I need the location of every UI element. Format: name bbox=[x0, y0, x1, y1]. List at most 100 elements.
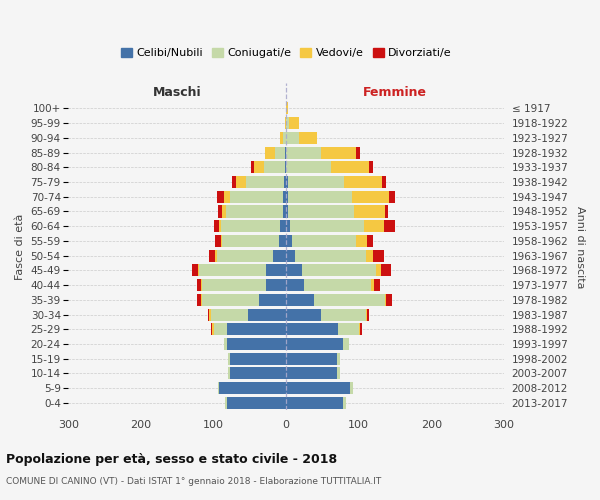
Bar bbox=[275, 146, 286, 158]
Bar bbox=[360, 323, 362, 336]
Bar bbox=[220, 382, 286, 394]
Bar bbox=[286, 264, 302, 276]
Bar bbox=[197, 264, 199, 276]
Bar bbox=[266, 264, 286, 276]
Bar bbox=[228, 368, 230, 380]
Bar bbox=[286, 235, 292, 247]
Bar bbox=[200, 279, 202, 291]
Bar bbox=[343, 338, 349, 350]
Bar bbox=[286, 117, 289, 129]
Bar bbox=[304, 279, 371, 291]
Bar bbox=[369, 161, 373, 173]
Bar bbox=[285, 161, 286, 173]
Bar bbox=[227, 397, 286, 409]
Bar bbox=[192, 264, 197, 276]
Bar bbox=[224, 190, 230, 203]
Bar bbox=[283, 190, 286, 203]
Bar bbox=[230, 190, 283, 203]
Bar bbox=[287, 190, 352, 203]
Bar bbox=[286, 176, 287, 188]
Bar bbox=[286, 146, 321, 158]
Bar bbox=[376, 264, 380, 276]
Bar bbox=[356, 235, 367, 247]
Bar bbox=[367, 235, 373, 247]
Bar bbox=[364, 220, 384, 232]
Bar bbox=[352, 190, 389, 203]
Bar bbox=[295, 250, 366, 262]
Bar bbox=[356, 146, 359, 158]
Bar bbox=[221, 235, 223, 247]
Bar bbox=[246, 176, 284, 188]
Bar bbox=[321, 146, 356, 158]
Bar bbox=[280, 220, 286, 232]
Y-axis label: Anni di nascita: Anni di nascita bbox=[575, 206, 585, 288]
Bar bbox=[314, 294, 385, 306]
Bar bbox=[355, 206, 385, 218]
Bar bbox=[286, 323, 338, 336]
Bar bbox=[200, 294, 202, 306]
Bar bbox=[259, 294, 286, 306]
Bar bbox=[359, 323, 360, 336]
Bar bbox=[286, 220, 290, 232]
Bar bbox=[389, 190, 395, 203]
Bar bbox=[208, 308, 209, 320]
Bar bbox=[225, 397, 227, 409]
Text: Popolazione per età, sesso e stato civile - 2018: Popolazione per età, sesso e stato civil… bbox=[6, 452, 337, 466]
Bar bbox=[265, 161, 285, 173]
Bar bbox=[287, 176, 344, 188]
Bar bbox=[218, 206, 221, 218]
Bar bbox=[220, 220, 221, 232]
Bar bbox=[218, 382, 220, 394]
Bar bbox=[283, 206, 286, 218]
Bar bbox=[286, 250, 295, 262]
Bar bbox=[331, 161, 369, 173]
Bar bbox=[248, 308, 286, 320]
Bar bbox=[217, 190, 224, 203]
Bar bbox=[385, 206, 388, 218]
Bar bbox=[299, 132, 317, 144]
Bar bbox=[286, 294, 314, 306]
Bar bbox=[384, 220, 395, 232]
Bar bbox=[286, 279, 304, 291]
Bar bbox=[202, 279, 266, 291]
Bar bbox=[350, 382, 353, 394]
Bar bbox=[228, 352, 230, 365]
Bar bbox=[292, 235, 356, 247]
Bar bbox=[286, 382, 350, 394]
Bar bbox=[227, 323, 286, 336]
Bar bbox=[286, 338, 343, 350]
Bar bbox=[197, 279, 200, 291]
Bar bbox=[302, 264, 376, 276]
Bar bbox=[283, 132, 286, 144]
Bar bbox=[337, 352, 340, 365]
Bar bbox=[286, 368, 337, 380]
Bar bbox=[380, 264, 391, 276]
Bar bbox=[230, 368, 286, 380]
Bar bbox=[223, 235, 279, 247]
Legend: Celibi/Nubili, Coniugati/e, Vedovi/e, Divorziati/e: Celibi/Nubili, Coniugati/e, Vedovi/e, Di… bbox=[116, 43, 456, 62]
Bar bbox=[287, 206, 355, 218]
Bar bbox=[290, 220, 364, 232]
Bar bbox=[338, 323, 359, 336]
Bar bbox=[280, 132, 283, 144]
Text: Maschi: Maschi bbox=[153, 86, 202, 98]
Bar bbox=[337, 368, 340, 380]
Bar bbox=[371, 279, 374, 291]
Bar bbox=[224, 338, 227, 350]
Bar bbox=[227, 338, 286, 350]
Bar bbox=[211, 323, 212, 336]
Bar bbox=[289, 117, 299, 129]
Bar bbox=[366, 308, 367, 320]
Bar bbox=[215, 250, 217, 262]
Bar bbox=[286, 132, 299, 144]
Bar bbox=[214, 220, 220, 232]
Bar bbox=[209, 250, 215, 262]
Bar bbox=[266, 279, 286, 291]
Bar bbox=[286, 352, 337, 365]
Bar bbox=[286, 397, 343, 409]
Bar bbox=[254, 161, 265, 173]
Bar bbox=[212, 323, 214, 336]
Bar bbox=[286, 102, 287, 115]
Bar bbox=[199, 264, 266, 276]
Bar bbox=[385, 294, 386, 306]
